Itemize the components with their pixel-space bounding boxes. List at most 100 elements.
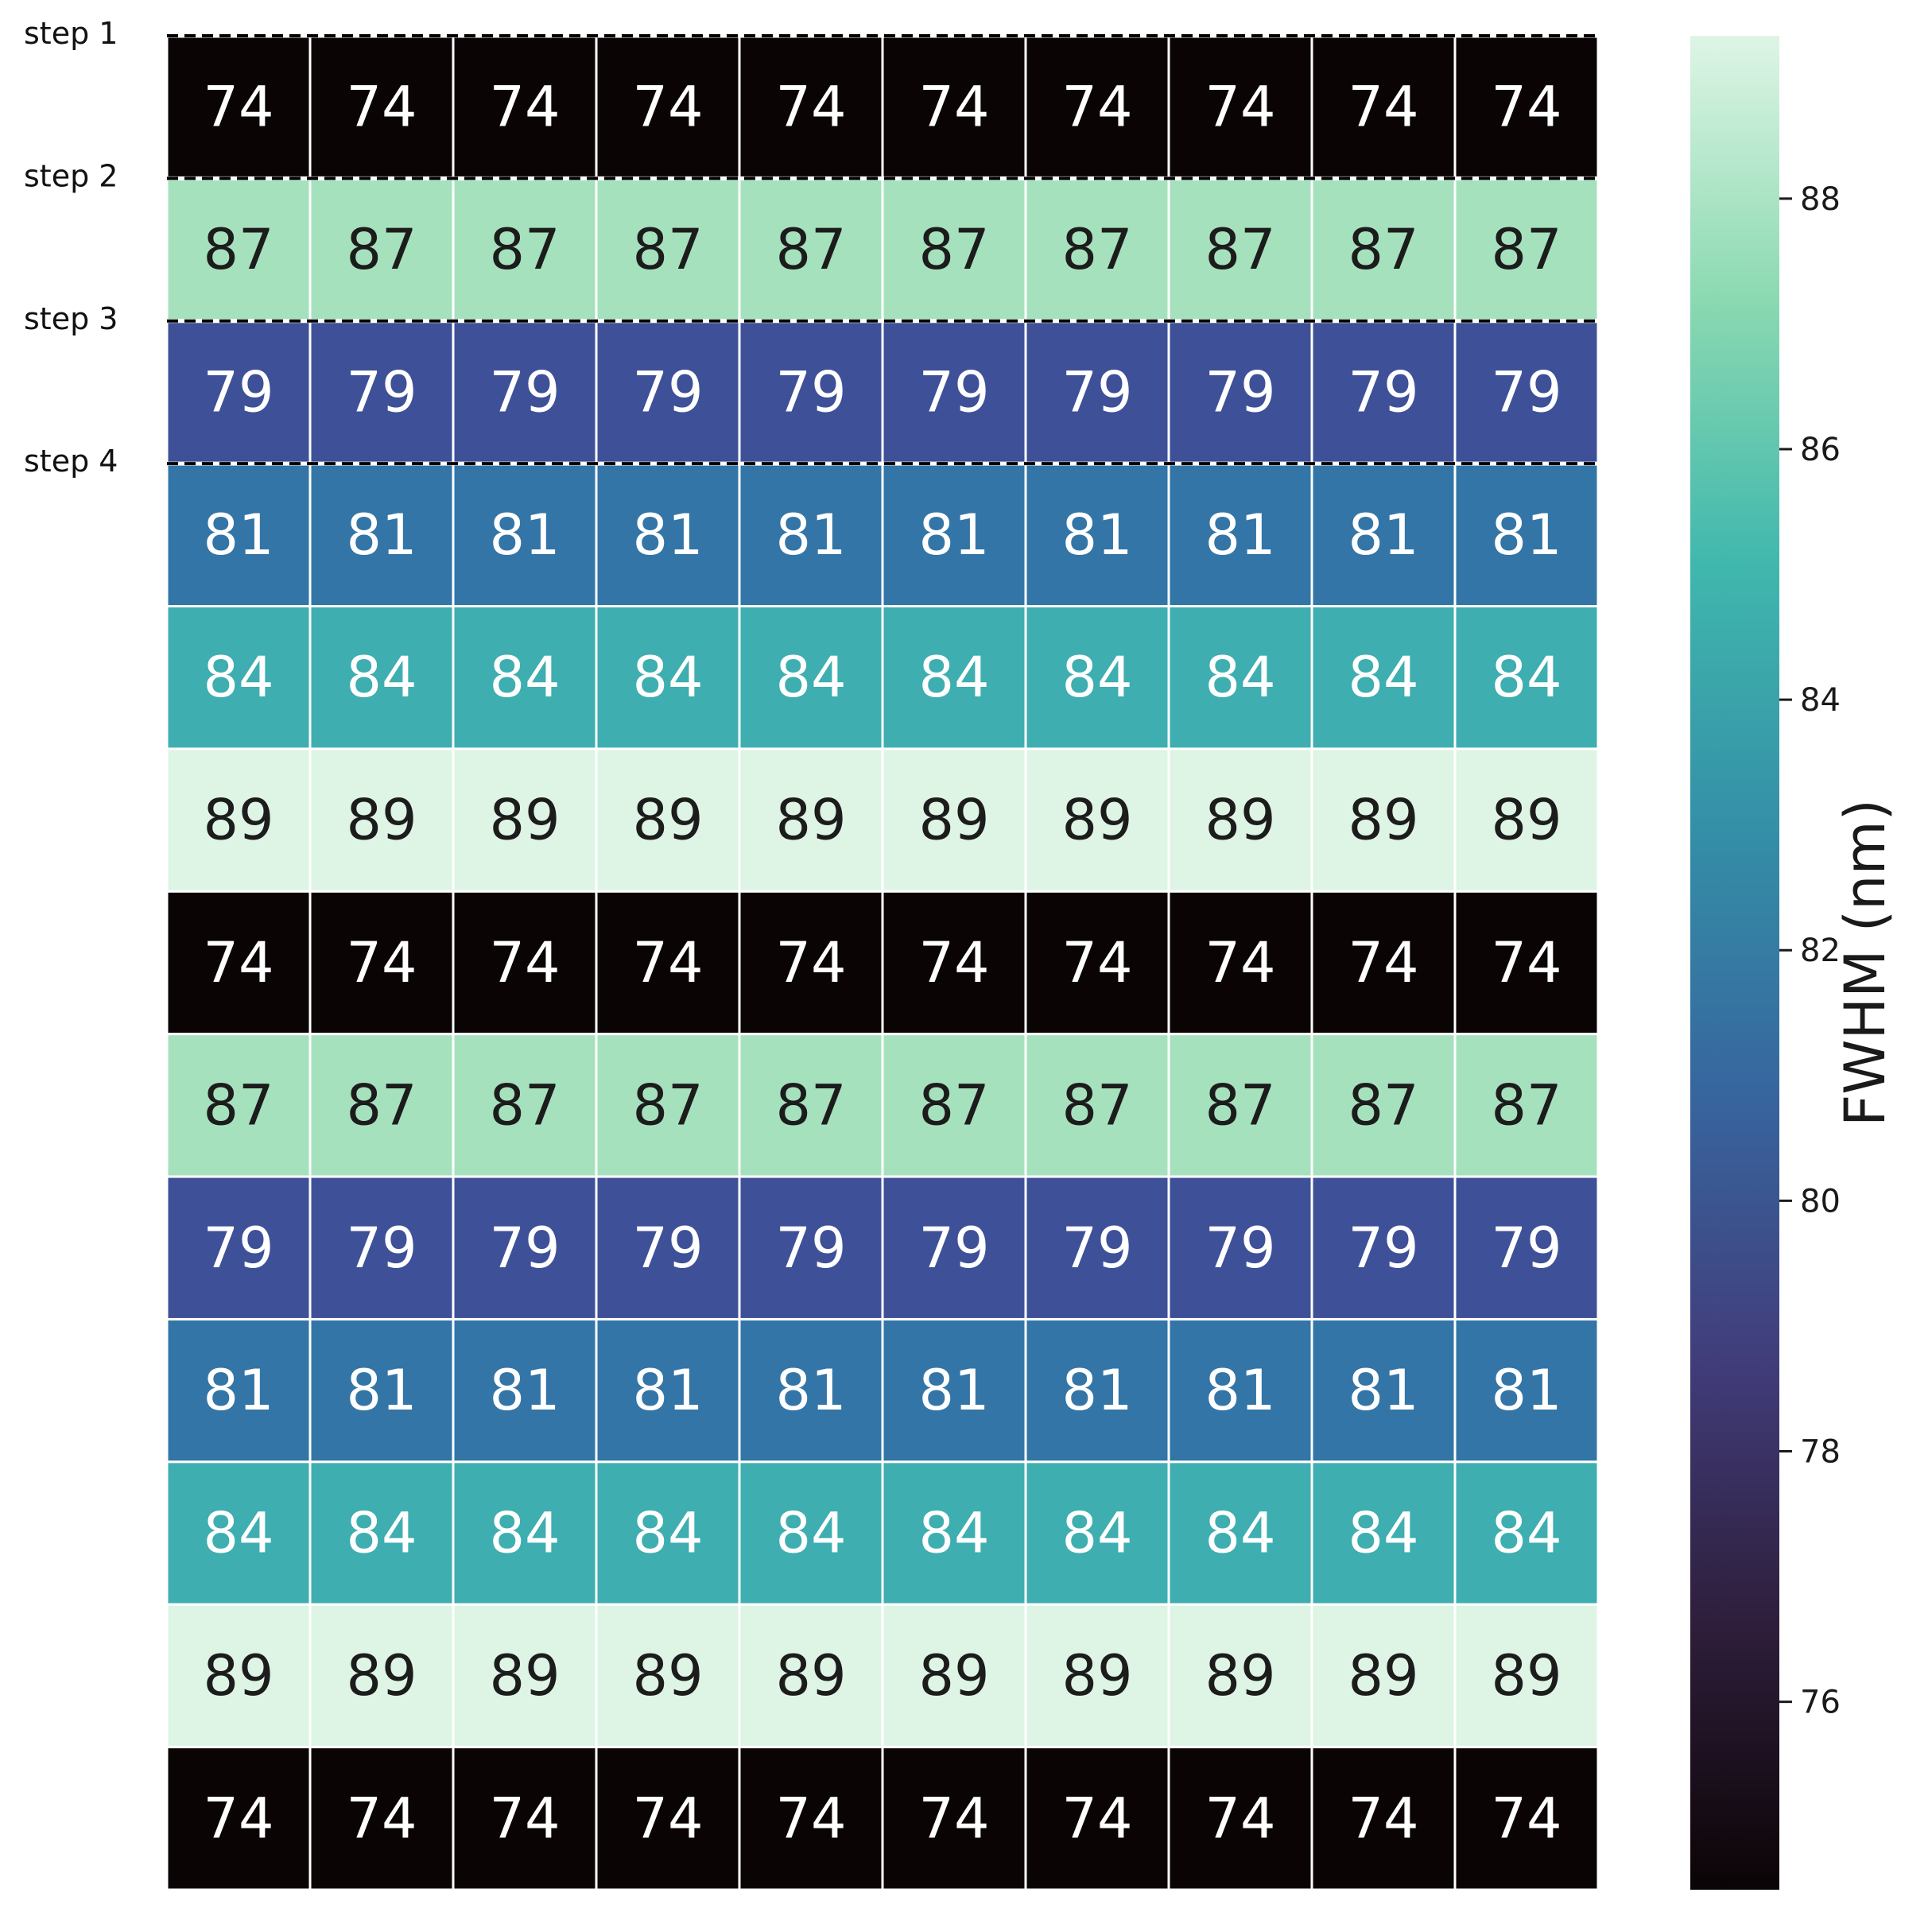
cell-value-label: 74 — [203, 75, 274, 140]
heatmap-cell — [1310, 1033, 1457, 1178]
heatmap-cell — [738, 1603, 884, 1749]
heatmap-cell — [595, 1460, 741, 1606]
heatmap-cell — [1024, 1460, 1170, 1606]
cell-value-label: 81 — [1205, 1358, 1275, 1423]
heatmap-cell — [881, 605, 1027, 750]
cell-value-label: 81 — [1061, 1358, 1132, 1423]
cell-value-label: 81 — [489, 1358, 560, 1423]
cell-value-label: 74 — [1061, 930, 1132, 995]
heatmap-cell — [1310, 1175, 1457, 1320]
step-divider-lines — [167, 33, 1598, 466]
cell-value-label: 84 — [346, 645, 417, 710]
cell-value-label: 84 — [775, 1501, 846, 1566]
heatmap-cell — [881, 176, 1027, 323]
heatmap-cell — [738, 747, 884, 893]
cell-value-label: 74 — [1348, 75, 1418, 140]
heatmap-cell — [881, 34, 1027, 180]
cell-value-label: 84 — [489, 1501, 560, 1566]
cell-value-label: 74 — [918, 75, 989, 140]
cell-value-label: 81 — [775, 1358, 846, 1423]
heatmap-cell — [881, 1317, 1027, 1464]
heatmap-cell — [1024, 176, 1170, 323]
cell-value-label: 79 — [489, 1216, 560, 1281]
cell-value-label: 89 — [346, 1643, 417, 1708]
cell-value-label: 84 — [1348, 1501, 1418, 1566]
heatmap-cell — [165, 890, 312, 1036]
heatmap-cell — [1310, 1746, 1457, 1891]
heatmap-cell — [738, 320, 884, 465]
cell-value-label: 74 — [775, 930, 846, 995]
cell-value-label: 74 — [1205, 930, 1275, 995]
heatmap-cell — [308, 605, 455, 750]
heatmap-cell — [308, 1460, 455, 1606]
cell-value-label: 74 — [918, 930, 989, 995]
cell-value-label: 74 — [346, 930, 417, 995]
heatmap-cell — [165, 1175, 312, 1320]
heatmap-cell — [881, 1746, 1027, 1891]
heatmap-cell — [1453, 1746, 1600, 1891]
cell-value-label: 87 — [775, 217, 846, 282]
cell-value-label: 89 — [918, 788, 989, 853]
cell-value-label: 74 — [1061, 1786, 1132, 1851]
cell-value-label: 79 — [1061, 1216, 1132, 1281]
heatmap-cell — [1453, 34, 1600, 180]
step-label: step 4 — [24, 444, 118, 479]
heatmap-cell — [452, 320, 598, 465]
cell-value-label: 79 — [1061, 359, 1132, 425]
colorbar-gradient — [1690, 36, 1779, 1890]
cell-value-label: 87 — [1348, 217, 1418, 282]
cell-value-label: 87 — [918, 1072, 989, 1138]
heatmap-cell — [1167, 176, 1313, 323]
cell-value-label: 84 — [1491, 645, 1562, 710]
heatmap-cell — [1167, 1603, 1313, 1749]
heatmap-cell — [1167, 34, 1313, 180]
heatmap-cell — [595, 1175, 741, 1320]
cell-value-label: 89 — [1061, 788, 1132, 853]
cell-value-label: 74 — [775, 1786, 846, 1851]
cell-value-label: 74 — [1348, 930, 1418, 995]
cell-value-label: 79 — [203, 1216, 274, 1281]
cell-value-label: 87 — [775, 1072, 846, 1138]
cell-value-label: 89 — [1491, 788, 1562, 853]
heatmap-cell — [452, 747, 598, 893]
cell-value-label: 74 — [346, 1786, 417, 1851]
cell-value-label: 74 — [489, 930, 560, 995]
cell-value-label: 79 — [918, 1216, 989, 1281]
cell-value-label: 79 — [1348, 1216, 1418, 1281]
cell-value-label: 87 — [632, 217, 703, 282]
heatmap-cell — [1167, 320, 1313, 465]
step-labels: step 1 step 2 step 3 step 4 — [24, 16, 118, 479]
heatmap-cell — [1024, 1317, 1170, 1464]
heatmap-cells — [165, 34, 1600, 1891]
cell-value-label: 79 — [775, 1216, 846, 1281]
cell-value-label: 89 — [1348, 788, 1418, 853]
cell-value-label: 89 — [346, 788, 417, 853]
cell-value-label: 81 — [1348, 1358, 1418, 1423]
step-label: step 2 — [24, 158, 118, 193]
cell-value-label: 79 — [775, 359, 846, 425]
heatmap-cell — [452, 1033, 598, 1178]
heatmap-cell — [308, 34, 455, 180]
cell-value-label: 79 — [203, 359, 274, 425]
cell-value-label: 87 — [489, 1072, 560, 1138]
heatmap-cell — [1024, 320, 1170, 465]
cell-value-label: 89 — [1348, 1643, 1418, 1708]
colorbar-tick-label: 78 — [1800, 1434, 1841, 1471]
cell-value-label: 84 — [1491, 1501, 1562, 1566]
cell-value-label: 89 — [489, 1643, 560, 1708]
cell-value-label: 79 — [346, 1216, 417, 1281]
heatmap-cell — [308, 176, 455, 323]
heatmap-cell — [881, 747, 1027, 893]
cell-value-label: 84 — [918, 645, 989, 710]
heatmap-cell — [1453, 1033, 1600, 1178]
heatmap-cell — [1167, 1175, 1313, 1320]
cell-value-label: 81 — [632, 502, 703, 568]
heatmap-cell — [1310, 320, 1457, 465]
cell-value-label: 79 — [489, 359, 560, 425]
heatmap-cell — [738, 1317, 884, 1464]
heatmap-cell — [595, 1033, 741, 1178]
cell-value-label: 87 — [1205, 1072, 1275, 1138]
cell-value-label: 81 — [1205, 502, 1275, 568]
heatmap-cell — [1167, 605, 1313, 750]
heatmap-cell — [738, 1033, 884, 1178]
